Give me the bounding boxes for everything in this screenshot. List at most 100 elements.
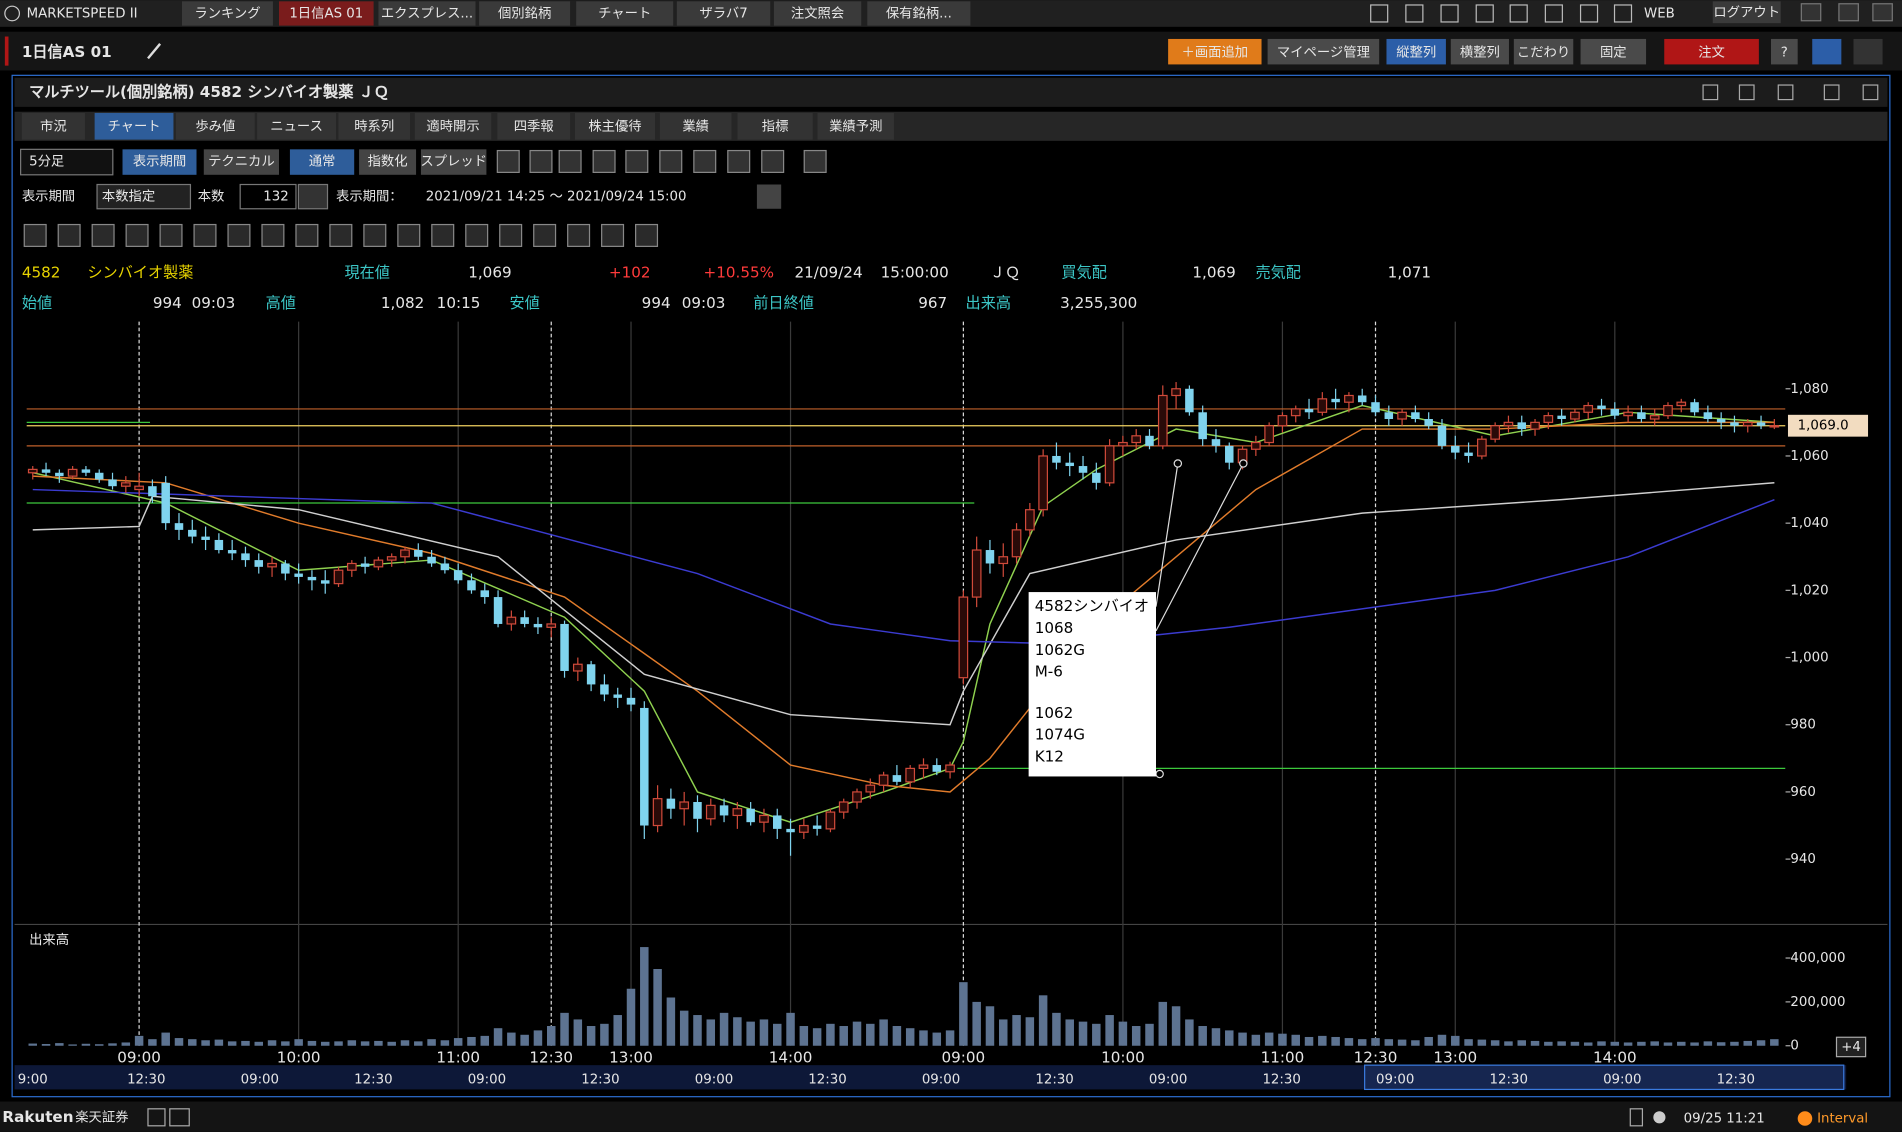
tabs[interactable]: 注文照会	[791, 5, 844, 21]
tool-icon[interactable]	[761, 149, 785, 173]
tabs[interactable]: 保有銘柄...	[886, 5, 952, 21]
window-icon[interactable]	[1823, 84, 1840, 101]
draw-tool[interactable]	[567, 223, 591, 247]
draw-tool[interactable]	[499, 223, 523, 247]
draw-tool[interactable]	[295, 223, 319, 247]
window-tab[interactable]	[414, 112, 492, 140]
tabs[interactable]: 指標	[762, 118, 789, 134]
window-tab[interactable]	[21, 112, 85, 140]
status-icon[interactable]	[169, 1108, 190, 1127]
buttons[interactable]: 固定	[1600, 44, 1627, 60]
draw-tool[interactable]	[91, 223, 115, 247]
tool-icon[interactable]	[803, 149, 827, 173]
draw-tool[interactable]	[601, 223, 625, 247]
app-tab[interactable]	[576, 1, 674, 26]
header-button[interactable]	[1450, 38, 1509, 65]
window-tab[interactable]	[94, 112, 174, 140]
expand-button[interactable]	[1853, 38, 1883, 65]
window-tab[interactable]	[257, 112, 337, 140]
window-icon[interactable]	[1777, 84, 1794, 101]
header-button[interactable]	[1513, 38, 1574, 65]
tool-icon[interactable]	[592, 149, 616, 173]
tool-icon[interactable]	[625, 149, 649, 173]
window-tab[interactable]	[338, 112, 410, 140]
buttons[interactable]: 表示期間	[133, 153, 186, 169]
pin-button[interactable]	[1812, 38, 1842, 65]
header-button[interactable]	[1267, 38, 1380, 65]
buttons[interactable]: こだわり	[1517, 44, 1570, 60]
more[interactable]: +4	[1841, 1040, 1861, 1055]
draw-tool[interactable]	[57, 223, 81, 247]
mode[interactable]: 本数指定	[102, 189, 155, 205]
window-tab[interactable]	[737, 112, 813, 140]
app-tab[interactable]	[378, 1, 476, 26]
draw-tool[interactable]	[465, 223, 489, 247]
help[interactable]: ?	[1781, 45, 1788, 60]
tabs[interactable]: 株主優待	[588, 118, 641, 134]
status-icon[interactable]	[1629, 1108, 1644, 1127]
tool-icon[interactable]	[727, 149, 751, 173]
buttons[interactable]: ＋画面追加	[1182, 44, 1249, 60]
draw-tool[interactable]	[533, 223, 557, 247]
tabs[interactable]: 時系列	[354, 118, 394, 134]
tabs[interactable]: ランキング	[194, 5, 260, 21]
tabs[interactable]: ザラバ7	[699, 5, 747, 21]
interval-select[interactable]	[20, 148, 114, 176]
window-tab[interactable]	[497, 112, 571, 140]
toolbar-icon[interactable]	[1579, 4, 1599, 23]
toolbar-icon[interactable]	[1613, 4, 1633, 23]
toolbar-icon[interactable]	[1544, 4, 1563, 23]
header-button[interactable]	[1168, 38, 1262, 65]
window-tab[interactable]	[659, 112, 732, 140]
app-tab[interactable]	[773, 1, 862, 26]
interval[interactable]: 5分足	[29, 153, 64, 169]
tabs[interactable]: チャート	[598, 6, 651, 21]
count-input[interactable]	[239, 183, 297, 210]
logout[interactable]: ログアウト	[1713, 4, 1780, 20]
tool-icon[interactable]	[529, 149, 553, 173]
more-button[interactable]	[1835, 1036, 1867, 1058]
draw-tool[interactable]	[431, 223, 455, 247]
help-button[interactable]	[1770, 38, 1798, 65]
buttons[interactable]: 注文	[1698, 44, 1725, 60]
tabs[interactable]: 1日信AS 01	[289, 5, 363, 21]
toolbar-button[interactable]	[420, 149, 487, 175]
spin-button[interactable]	[297, 183, 329, 210]
tabs[interactable]: 業績	[682, 118, 709, 134]
tabs[interactable]: エクスプレス...	[381, 5, 473, 21]
tabs[interactable]: 四季報	[514, 118, 554, 134]
toolbar-icon[interactable]	[1370, 4, 1389, 23]
window-control[interactable]	[1872, 3, 1893, 22]
buttons[interactable]: スプレッド	[420, 153, 487, 169]
buttons[interactable]: テクニカル	[208, 153, 275, 169]
buttons[interactable]: マイページ管理	[1277, 44, 1370, 60]
tool-icon[interactable]	[693, 149, 717, 173]
app-tab[interactable]	[867, 1, 971, 26]
buttons[interactable]: 縦整列	[1396, 44, 1436, 60]
draw-tool[interactable]	[193, 223, 217, 247]
tabs[interactable]: ニュース	[270, 119, 323, 134]
tool-icon[interactable]	[659, 149, 683, 173]
header-button[interactable]	[1580, 38, 1647, 65]
draw-tool[interactable]	[261, 223, 285, 247]
draw-tool[interactable]	[329, 223, 353, 247]
draw-tool[interactable]	[125, 223, 149, 247]
header-button[interactable]	[1386, 38, 1446, 65]
app-tab[interactable]	[479, 1, 571, 26]
toolbar-icon[interactable]	[1405, 4, 1424, 23]
draw-tool[interactable]	[397, 223, 421, 247]
buttons[interactable]: 横整列	[1460, 44, 1500, 60]
window-icon[interactable]	[1862, 84, 1879, 101]
toolbar-icon[interactable]	[1440, 4, 1459, 23]
toolbar-button[interactable]	[122, 149, 197, 175]
window-tab[interactable]	[817, 112, 894, 140]
tabs[interactable]: チャート	[107, 119, 160, 134]
window-icon[interactable]	[1702, 84, 1719, 101]
logout-button[interactable]	[1712, 1, 1781, 24]
toolbar-button[interactable]	[289, 149, 355, 175]
draw-tool[interactable]	[159, 223, 183, 247]
tabs[interactable]: 個別銘柄	[498, 5, 551, 21]
tabs[interactable]: 市況	[40, 117, 67, 134]
window-control[interactable]	[1800, 3, 1822, 22]
toolbar-button[interactable]	[359, 149, 417, 175]
